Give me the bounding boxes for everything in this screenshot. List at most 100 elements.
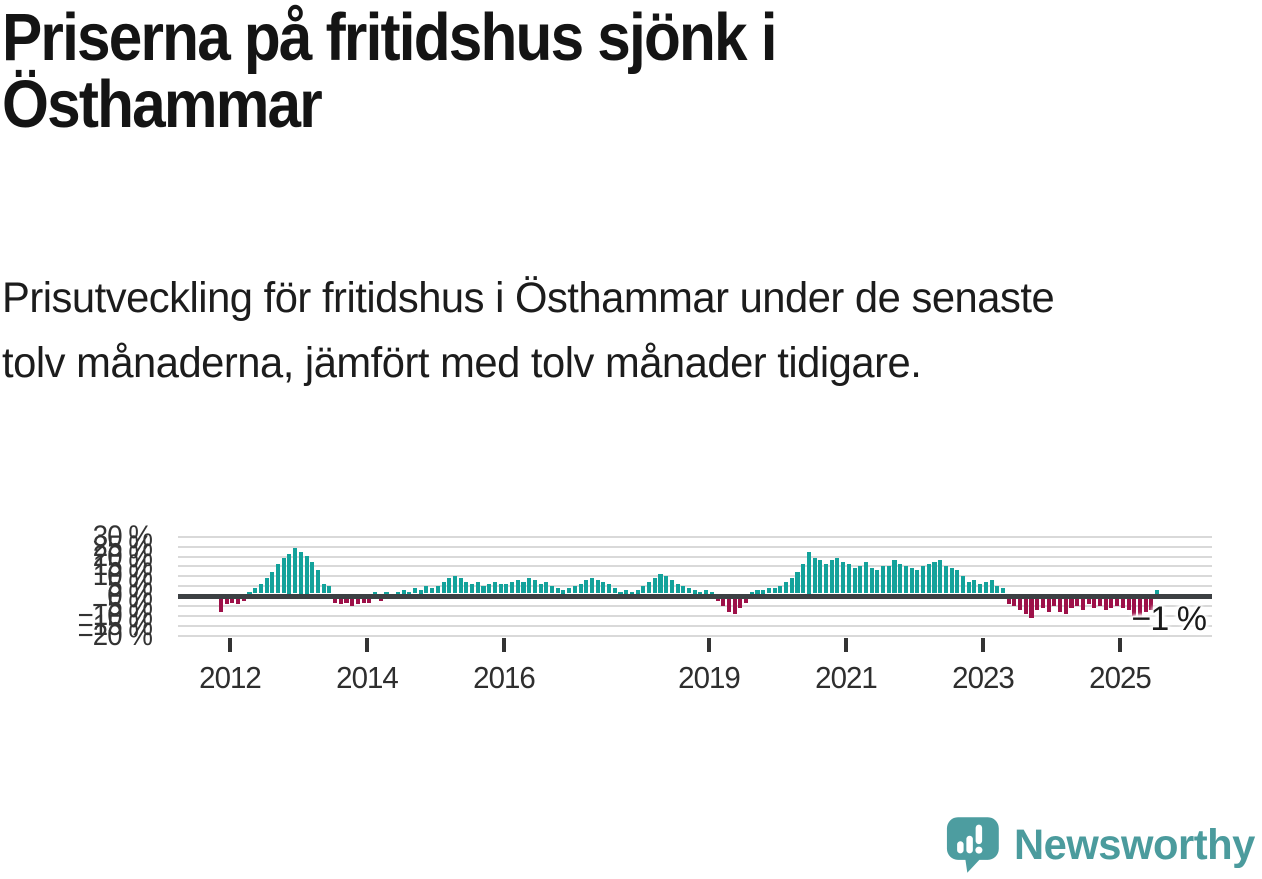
bar: [481, 585, 486, 594]
bar: [515, 579, 520, 594]
bar: [960, 575, 966, 594]
bar: [258, 583, 263, 594]
bar: [744, 598, 749, 603]
bar: [966, 581, 971, 594]
bar: [1092, 598, 1097, 609]
bar: [567, 587, 572, 594]
x-axis-tick-label: 2019: [678, 660, 741, 695]
bar: [886, 565, 891, 594]
x-axis-tick: [981, 638, 985, 652]
bar: [253, 587, 258, 594]
x-axis-tick: [227, 638, 232, 652]
bar: [909, 567, 914, 594]
bar: [1040, 598, 1045, 609]
bar: [635, 589, 640, 594]
x-axis-tick: [844, 638, 848, 652]
y-axis-tick-label: 15 %: [92, 549, 153, 583]
bar: [732, 598, 737, 615]
bar: [1018, 598, 1023, 611]
grid-line: [178, 565, 1212, 568]
bar: [293, 548, 298, 594]
bar: [1035, 598, 1040, 611]
bar: [1115, 598, 1120, 607]
bar: [504, 583, 509, 594]
bar: [595, 579, 600, 594]
bar: [681, 585, 686, 594]
price-development-bar-chart: 30 % 25 % 20 % 15 % 10 % 5 % 0 % −5 % −10 % −15 %…: [0, 505, 1262, 715]
y-axis-tick-label: −20 %: [77, 618, 153, 652]
bar: [384, 591, 389, 594]
bar: [624, 589, 629, 594]
bar: [618, 591, 623, 594]
bar: [430, 587, 435, 594]
bar: [224, 598, 229, 605]
bar: [778, 585, 783, 594]
bar: [1097, 598, 1103, 607]
bar: [761, 589, 766, 594]
bar: [1149, 598, 1154, 611]
bar: [230, 598, 235, 603]
x-axis-tick: [707, 638, 711, 652]
bar: [641, 585, 646, 594]
x-axis-tick-label: 2025: [1089, 660, 1152, 695]
bar: [915, 569, 920, 594]
bar: [806, 552, 811, 594]
bar: [287, 554, 292, 594]
bar: [424, 585, 429, 594]
branding: Newsworthy: [946, 814, 1262, 876]
bar: [692, 589, 697, 594]
bar: [755, 589, 760, 594]
bar: [435, 585, 440, 594]
bar: [686, 587, 692, 594]
bar: [784, 581, 789, 594]
bar: [789, 577, 794, 594]
bar: [675, 583, 680, 594]
bar: [926, 563, 931, 594]
bar: [1063, 598, 1068, 615]
bar: [978, 583, 983, 594]
bar: [247, 591, 252, 594]
x-axis-tick-label: 2023: [952, 660, 1015, 695]
bar: [487, 583, 492, 594]
bar: [1000, 587, 1006, 594]
bar: [1080, 598, 1085, 611]
bar: [338, 598, 343, 605]
y-axis-tick-label: 5 %: [107, 569, 153, 603]
y-axis-tick-label: 30 %: [92, 519, 153, 553]
bar: [875, 569, 880, 594]
bar: [766, 587, 771, 594]
bar: [527, 577, 532, 594]
x-axis-tick: [1118, 638, 1122, 652]
x-axis-tick-label: 2014: [335, 660, 399, 695]
bar: [943, 565, 948, 594]
bar: [458, 577, 463, 594]
bar: [418, 589, 423, 594]
bar: [510, 581, 515, 594]
bar: [983, 581, 988, 594]
bar: [270, 571, 275, 594]
bar: [1006, 598, 1011, 605]
bar: [1029, 598, 1034, 619]
bar: [1120, 598, 1125, 609]
bar: [218, 598, 223, 613]
bar: [532, 579, 537, 594]
bar: [932, 561, 937, 594]
bar: [818, 559, 823, 594]
x-axis-tick: [501, 638, 506, 652]
bar: [812, 557, 817, 594]
bar: [572, 585, 577, 594]
bar: [264, 577, 269, 594]
bar: [549, 585, 555, 594]
bar: [281, 557, 286, 594]
bar: [1126, 598, 1131, 611]
bar: [921, 565, 926, 594]
bar: [989, 579, 994, 594]
bar: [652, 577, 657, 594]
y-axis-tick-label: −15 %: [77, 608, 153, 642]
bar: [1046, 598, 1051, 613]
bar: [361, 598, 366, 603]
bar: [1058, 598, 1063, 613]
bar: [544, 581, 549, 594]
bar: [949, 567, 954, 594]
bar: [401, 589, 406, 594]
